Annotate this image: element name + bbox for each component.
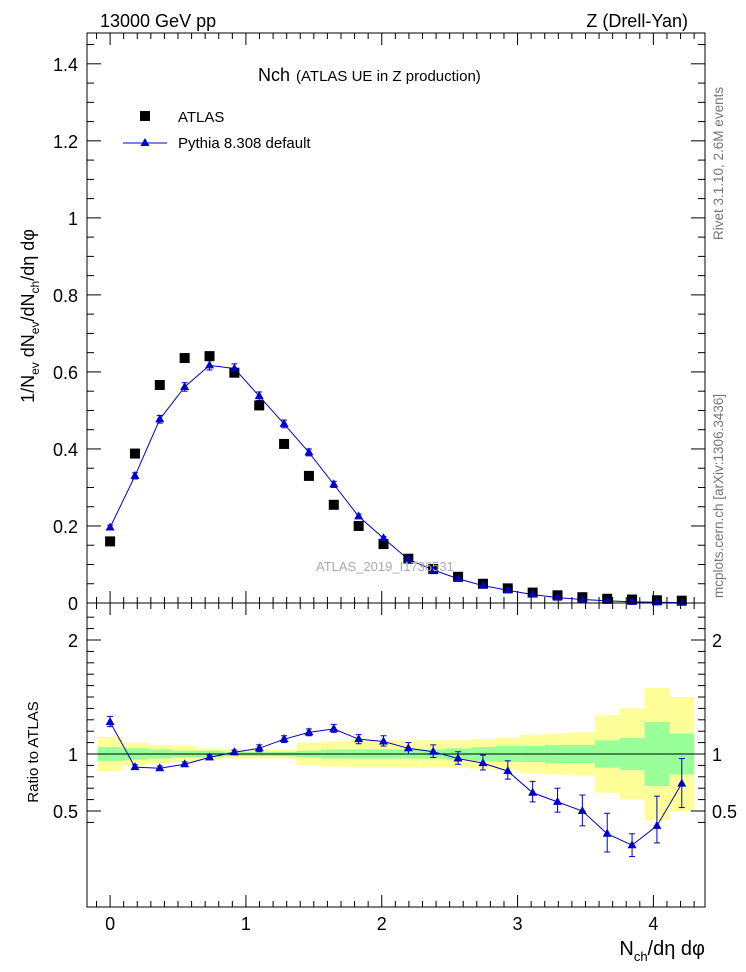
- y-tick-label: 0.4: [53, 440, 78, 460]
- mc-point: [453, 573, 463, 582]
- ratio-mc-point: [478, 758, 488, 767]
- ratio-mc-point: [155, 763, 165, 772]
- ratio-mc-point: [602, 828, 612, 837]
- legend-data-label: ATLAS: [178, 109, 224, 126]
- y-tick-label: 1.2: [53, 132, 78, 152]
- y-tick-label: 0.6: [53, 363, 78, 383]
- mc-point: [552, 592, 562, 601]
- atlas-data-point: [353, 520, 364, 531]
- plot-title: Nch (ATLAS UE in Z production): [258, 65, 481, 85]
- mc-point: [229, 363, 239, 372]
- top-panel: 0 0.2 0.4 0.6 0.8 1 1.2 1.4: [53, 32, 706, 614]
- ratio-mc-point: [354, 734, 364, 743]
- atlas-data-point: [328, 499, 339, 510]
- ratio-mc-point: [130, 762, 140, 771]
- ratio-y-tick-label-right: 2: [712, 631, 722, 651]
- mc-point: [478, 580, 488, 589]
- mc-point: [602, 595, 612, 604]
- ratio-mc-point: [304, 727, 314, 736]
- ratio-mc-point: [205, 752, 215, 761]
- ratio-mc-point: [677, 778, 687, 787]
- mc-point: [503, 585, 513, 594]
- ratio-mc-point: [379, 736, 389, 745]
- ratio-mc-line: [109, 721, 683, 846]
- atlas-data-point: [105, 536, 116, 547]
- ratio-y-tick-label: 2: [68, 631, 78, 651]
- x-tick-label: 1: [241, 914, 251, 934]
- mc-point: [379, 533, 389, 542]
- header-right: Z (Drell-Yan): [586, 11, 688, 31]
- x-axis-title: Nch/dη dφ: [619, 938, 705, 964]
- y-tick-label: 0.8: [53, 286, 78, 306]
- ratio-mc-point: [652, 820, 662, 829]
- y-tick-label: 0: [68, 594, 78, 614]
- x-tick-label: 4: [648, 914, 658, 934]
- ratio-mc-point: [552, 796, 562, 805]
- mc-point: [329, 479, 339, 488]
- mc-point: [180, 381, 190, 390]
- analysis-watermark: ATLAS_2019_I1736531: [316, 559, 454, 574]
- mc-point: [577, 594, 587, 603]
- ratio-mc-point: [180, 759, 190, 768]
- atlas-data-point: [229, 367, 240, 378]
- mc-point: [403, 554, 413, 563]
- legend-mc-label: Pythia 8.308 default: [178, 135, 311, 152]
- mc-point: [304, 447, 314, 456]
- y-tick-label: 1: [68, 209, 78, 229]
- ratio-y-tick-label: 0.5: [53, 802, 78, 822]
- ratio-y-tick-label: 1: [68, 745, 78, 765]
- mc-point: [677, 597, 687, 606]
- ratio-mc-point: [329, 723, 339, 732]
- ratio-mc-point: [428, 746, 438, 755]
- ratio-y-tick-label-right: 1: [712, 745, 722, 765]
- ratio-frame: [86, 602, 706, 908]
- ratio-series: [105, 715, 687, 858]
- ratio-mc-point: [105, 717, 115, 726]
- atlas-data-point: [204, 351, 215, 362]
- ratio-mc-point: [403, 743, 413, 752]
- mc-point: [105, 522, 115, 531]
- y-axis-title-top: 1/Nev dNev/dNch/dη dφ: [18, 229, 42, 403]
- x-tick-label: 0: [105, 914, 115, 934]
- legend-data-marker: [140, 111, 150, 121]
- atlas-data-point: [154, 380, 165, 391]
- mc-point: [279, 418, 289, 427]
- mc-point: [205, 360, 215, 369]
- atlas-data-point: [254, 400, 265, 411]
- rivet-label: Rivet 3.1.10, 2.6M events: [711, 87, 726, 240]
- mc-point: [130, 470, 140, 479]
- mc-point: [428, 564, 438, 573]
- ratio-mc-point: [503, 766, 513, 775]
- legend: ATLAS Pythia 8.308 default: [123, 109, 311, 152]
- x-tick-label: 3: [513, 914, 523, 934]
- atlas-data-point: [179, 353, 190, 364]
- ratio-mc-point: [528, 787, 538, 796]
- atlas-data-point: [303, 470, 314, 481]
- mc-point: [254, 391, 264, 400]
- mc-point: [354, 511, 364, 520]
- ratio-y-tick-label-right: 0.5: [712, 802, 737, 822]
- y-tick-label: 1.4: [53, 55, 78, 75]
- atlas-data-point: [129, 448, 140, 459]
- ratio-mc-point: [577, 806, 587, 814]
- ratio-mc-point: [229, 747, 239, 756]
- mc-point: [528, 589, 538, 598]
- x-tick-label: 2: [377, 914, 387, 934]
- header-left: 13000 GeV pp: [100, 11, 216, 31]
- ratio-panel: 0 1 2 3 4 0.5 0.5 1 1 2 2: [53, 602, 737, 934]
- atlas-data-point: [378, 539, 389, 550]
- ratio-mc-point: [627, 840, 637, 849]
- ratio-mc-point: [279, 734, 289, 743]
- ratio-mc-point: [453, 753, 463, 762]
- legend-mc-marker: [140, 138, 150, 146]
- y-axis-title-bottom: Ratio to ATLAS: [25, 701, 42, 802]
- mc-point: [155, 414, 165, 423]
- atlas-data-point: [279, 438, 290, 449]
- mcplots-label: mcplots.cern.ch [arXiv:1306.3436]: [711, 394, 726, 598]
- ratio-mc-point: [254, 743, 264, 752]
- y-tick-label: 0.2: [53, 517, 78, 537]
